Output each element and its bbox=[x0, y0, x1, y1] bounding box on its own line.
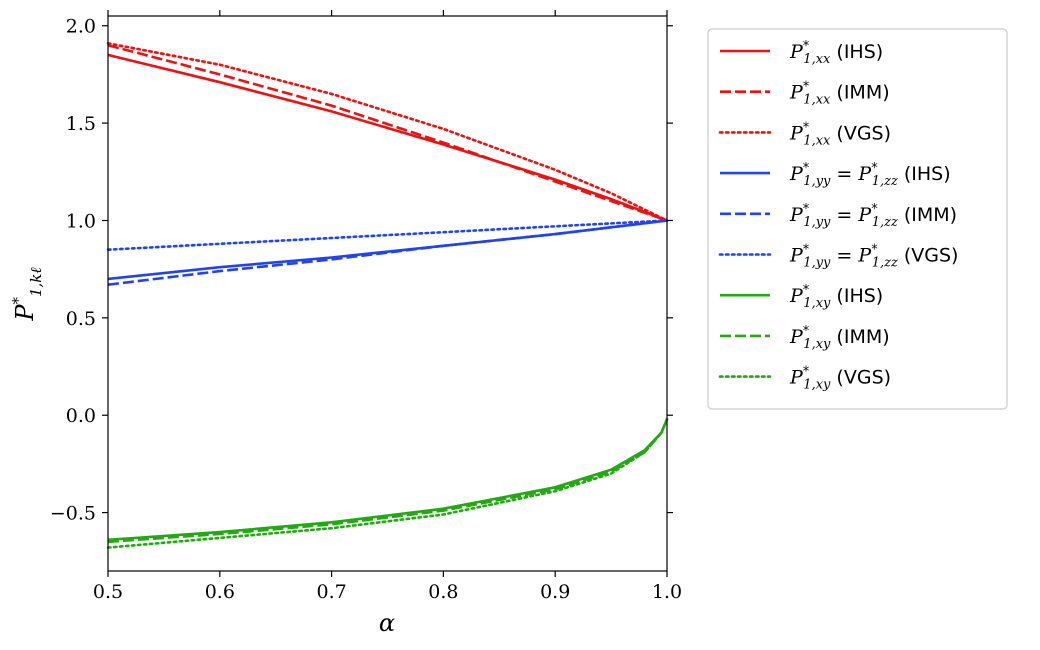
legend-label-3: P* 1,yy = P* 1,zz (IHS) bbox=[789, 161, 951, 189]
x-tick-label-0: 0.5 bbox=[93, 581, 123, 603]
series-line-1 bbox=[107, 43, 668, 222]
plot-frame bbox=[107, 15, 668, 572]
x-axis-label: α bbox=[379, 609, 395, 637]
legend-label-2: P* 1,xx (VGS) bbox=[789, 120, 891, 148]
legend-label-5: P* 1,yy = P* 1,zz (VGS) bbox=[789, 243, 958, 271]
series-line-5 bbox=[106, 219, 669, 251]
legend-label-7: P* 1,xy (IMM) bbox=[789, 324, 890, 352]
y-tick-label-5: 2.0 bbox=[66, 16, 96, 38]
legend-frame bbox=[707, 28, 1008, 410]
series-line-8 bbox=[106, 417, 669, 549]
series-line-4 bbox=[107, 219, 668, 286]
legend-label-0: P* 1,xx (IHS) bbox=[789, 39, 883, 67]
series-line-0 bbox=[107, 53, 668, 222]
x-tick-label-4: 0.9 bbox=[540, 581, 570, 603]
y-tick-label-2: 0.5 bbox=[66, 308, 96, 330]
legend: P* 1,xx (IHS) P* 1,xx (IMM) P* 1,xx (VGS) P* 1,… bbox=[707, 28, 1008, 410]
x-tick-label-3: 0.8 bbox=[428, 581, 458, 603]
legend-label-6: P* 1,xy (IHS) bbox=[789, 283, 883, 311]
svg-text:P*1,kℓ: P*1,kℓ bbox=[9, 267, 45, 321]
plot-area bbox=[108, 16, 667, 571]
y-tick-label-3: 1.0 bbox=[66, 210, 96, 232]
y-tick-label-0: −0.5 bbox=[50, 503, 96, 525]
y-axis-label: P*1,kℓ bbox=[9, 267, 45, 321]
x-tick-label-5: 1.0 bbox=[652, 581, 682, 603]
legend-label-8: P* 1,xy (VGS) bbox=[789, 365, 891, 393]
x-tick-label-1: 0.6 bbox=[205, 581, 235, 603]
y-tick-label-1: 0.0 bbox=[66, 405, 96, 427]
series-layer bbox=[106, 42, 669, 549]
legend-label-4: P* 1,yy = P* 1,zz (IMM) bbox=[789, 202, 957, 230]
ticks-layer: 0.5 0.6 0.7 0.8 0.9 1.0 −0.5 0.0 0.5 1.0 1.5 2.0 bbox=[50, 10, 682, 603]
legend-label-1: P* 1,xx (IMM) bbox=[789, 80, 890, 108]
y-tick-label-4: 1.5 bbox=[66, 113, 96, 135]
series-line-2 bbox=[106, 42, 669, 222]
x-tick-label-2: 0.7 bbox=[316, 581, 346, 603]
